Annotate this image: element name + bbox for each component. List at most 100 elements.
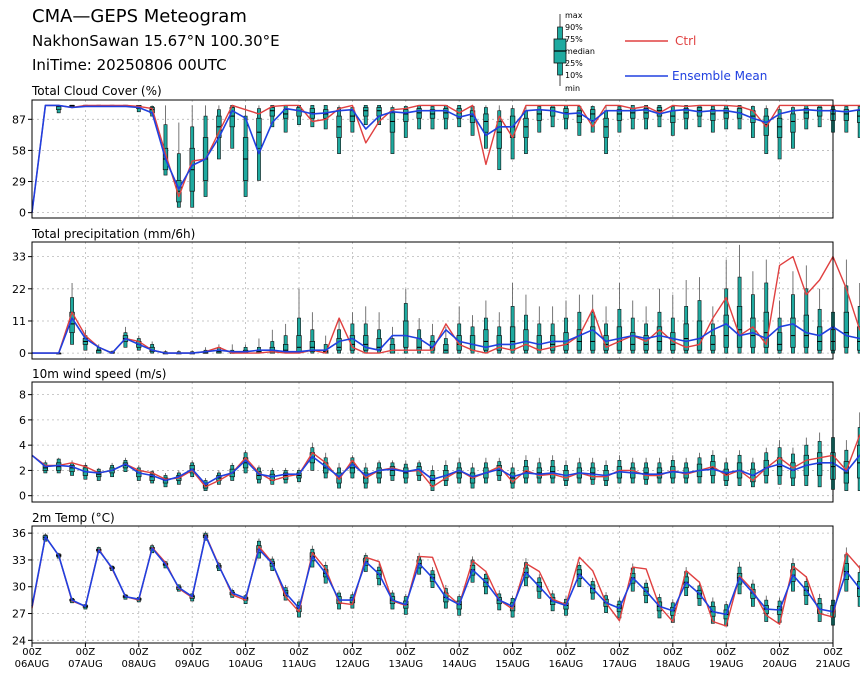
box-whisker (790, 271, 796, 354)
box-inner (536, 335, 542, 351)
box-whisker (443, 326, 449, 354)
legend-box-label: 75% (565, 35, 583, 44)
box-whisker (696, 452, 703, 484)
box-inner (683, 108, 689, 119)
ctrl-line (31, 104, 860, 213)
x-tick-date: 14AUG (442, 659, 477, 670)
x-tick-date: 11AUG (282, 659, 317, 670)
box-whisker (670, 455, 676, 484)
box-inner (616, 109, 623, 121)
ensemble-mean-line (31, 454, 860, 486)
box-whisker (483, 300, 489, 354)
box-whisker (683, 457, 689, 484)
box-whisker (389, 105, 396, 154)
y-tick-label: 0 (19, 490, 26, 503)
box-whisker (269, 105, 275, 128)
box-whisker (723, 105, 729, 130)
box-inner (523, 329, 529, 351)
x-tick-date: 18AUG (655, 659, 690, 670)
box-whisker (750, 457, 756, 488)
y-tick-label: 29 (12, 176, 26, 189)
y-tick-label: 2 (19, 464, 26, 477)
x-tick-date: 15AUG (495, 659, 530, 670)
box-whisker (843, 105, 849, 133)
box-whisker (576, 294, 582, 354)
x-tick-date: 21AUG (816, 659, 851, 670)
box-whisker (736, 450, 743, 486)
ctrl-line (32, 255, 860, 354)
panel-frame (31, 381, 834, 503)
y-tick-label: 0 (19, 207, 26, 220)
ctrl-line (31, 534, 860, 627)
box-whisker (656, 457, 663, 484)
box-whisker (189, 105, 195, 208)
init-time: IniTime: 20250806 00UTC (32, 56, 227, 74)
x-tick-date: 09AUG (175, 659, 210, 670)
page-title: CMA—GEPS Meteogram (32, 6, 247, 27)
box-whisker (576, 457, 582, 484)
box-whisker (576, 105, 582, 136)
box-whisker (389, 326, 396, 354)
x-tick-date: 19AUG (709, 659, 744, 670)
box-inner (710, 109, 716, 121)
x-tick-date: 13AUG (388, 659, 423, 670)
box-inner (536, 109, 542, 121)
y-tick-label: 4 (19, 439, 26, 452)
y-tick-label: 11 (12, 315, 26, 328)
box-whisker (750, 271, 756, 354)
box-inner (523, 117, 529, 138)
x-tick-date: 17AUG (602, 659, 637, 670)
legend-ctrl-label: Ctrl (675, 34, 696, 48)
box-whisker (523, 455, 529, 484)
x-tick-time: 00Z (182, 647, 202, 658)
box-inner (149, 473, 155, 481)
box-whisker (323, 105, 329, 130)
x-tick-date: 20AUG (762, 659, 797, 670)
y-tick-label: 30 (12, 581, 26, 594)
box-whisker (843, 259, 849, 354)
box-whisker (590, 105, 596, 133)
box-whisker (256, 105, 262, 181)
box-whisker (443, 460, 449, 486)
box-whisker (149, 341, 155, 354)
ensemble-mean-line (31, 534, 860, 616)
box-whisker (456, 306, 462, 354)
box-inner (590, 326, 596, 351)
box-whisker (696, 105, 703, 128)
box-whisker (496, 105, 502, 171)
box-inner (816, 326, 823, 351)
panel-frame (31, 99, 834, 219)
box-inner (683, 323, 689, 351)
box-whisker (803, 265, 809, 354)
box-inner (549, 335, 556, 351)
legend-box-label: 25% (565, 59, 583, 68)
x-tick-date: 06AUG (15, 659, 50, 670)
box-inner (723, 314, 729, 348)
panel-title-temp: 2m Temp (°C) (32, 511, 115, 525)
box-whisker (763, 105, 769, 154)
box-inner (389, 112, 396, 133)
box-inner (576, 110, 582, 123)
x-tick-time: 00Z (663, 647, 683, 658)
x-tick-time: 00Z (556, 647, 576, 658)
box-whisker (349, 455, 356, 479)
box-whisker (309, 105, 315, 128)
box-whisker (483, 457, 489, 484)
box-whisker (376, 460, 382, 484)
box-inner (389, 466, 396, 476)
panel-frame (31, 525, 834, 644)
x-tick-time: 00Z (289, 647, 309, 658)
box-whisker (429, 465, 436, 491)
x-tick-date: 07AUG (68, 659, 103, 670)
y-tick-label: 87 (12, 113, 26, 126)
box-inner (483, 113, 489, 133)
box-whisker (563, 105, 569, 130)
legend: max 90% 75% median 25% 10% min Ctrl Ensemble Mea… (553, 11, 767, 93)
box-inner (643, 335, 649, 351)
panel-2: 0 2 4 6 8 (19, 381, 860, 503)
box-inner (469, 335, 476, 351)
y-tick-label: 33 (12, 554, 26, 567)
box-inner (843, 109, 849, 121)
legend-box-label: 10% (565, 71, 583, 80)
